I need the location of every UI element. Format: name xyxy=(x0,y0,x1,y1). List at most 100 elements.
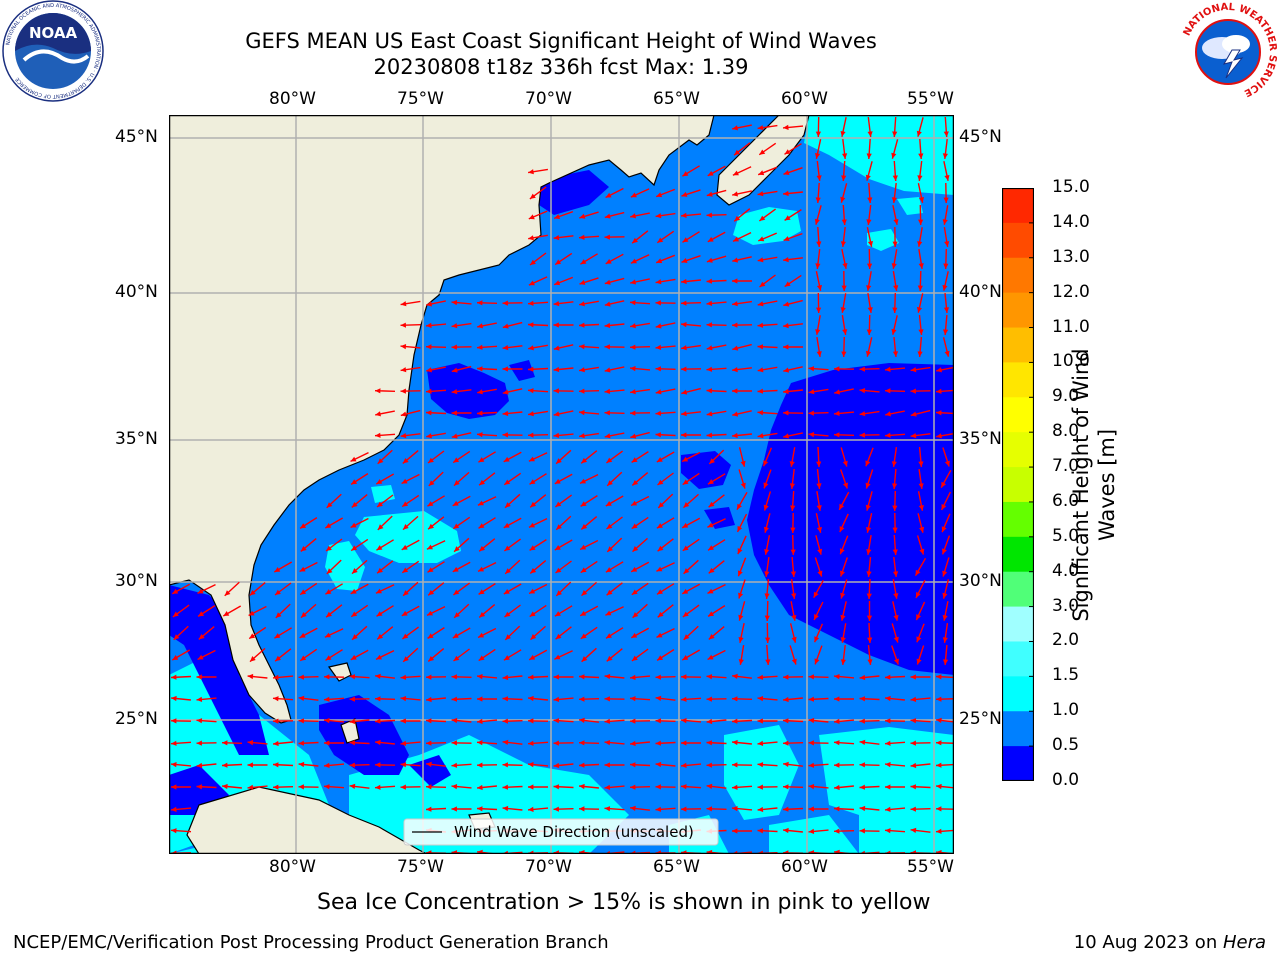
wave-direction-arrowhead xyxy=(808,762,815,768)
wave-direction-arrowhead xyxy=(273,696,279,702)
wave-direction-arrowhead xyxy=(604,410,610,416)
wave-direction-arrowhead xyxy=(375,432,381,438)
wave-direction-arrowhead xyxy=(349,696,355,702)
wave-direction-arrowhead xyxy=(172,611,179,617)
wave-direction-arrowhead xyxy=(502,432,508,438)
wave-direction-arrowhead xyxy=(553,322,559,328)
wave-direction-arrowhead xyxy=(791,593,797,599)
wave-direction-arrowhead xyxy=(757,674,764,680)
wave-direction-arrowhead xyxy=(606,655,613,662)
wave-direction-arrowhead xyxy=(885,674,891,680)
wave-direction-arrowhead xyxy=(867,131,873,137)
wave-direction-arrowhead xyxy=(451,717,458,724)
wave-direction-arrowhead xyxy=(732,806,738,812)
colorbar-tick-label: 1.0 xyxy=(1052,700,1080,721)
colorbar-tick-label: 7.0 xyxy=(1052,456,1080,477)
lat-tick-right-30n: 30°N xyxy=(959,571,1002,591)
wave-direction-arrowhead xyxy=(428,589,435,596)
wave-direction-arrowhead xyxy=(604,301,611,307)
wave-direction-arrowhead xyxy=(324,674,330,680)
wave-direction-arrowhead xyxy=(657,611,664,618)
wave-direction-arrowhead xyxy=(918,329,924,335)
wave-direction-arrowhead xyxy=(918,153,924,159)
wave-direction-arrowhead xyxy=(859,718,865,724)
wave-direction-arrowhead xyxy=(790,527,796,533)
wave-direction-arrowhead xyxy=(554,654,561,660)
wave-direction-arrowhead xyxy=(478,457,485,463)
wave-direction-arrowhead xyxy=(783,301,790,307)
noaa-logo-text: NOAA xyxy=(29,24,78,42)
wave-direction-arrowhead xyxy=(377,524,384,530)
wave-direction-arrowhead xyxy=(840,614,846,621)
wave-direction-arrowhead xyxy=(426,410,432,416)
wave-direction-arrowhead xyxy=(579,696,585,702)
wave-direction-arrowhead xyxy=(815,329,821,335)
wave-direction-arrowhead xyxy=(683,502,690,508)
wave-direction-arrowhead xyxy=(528,718,534,724)
wave-direction-arrowhead xyxy=(223,611,230,616)
wave-direction-arrowhead xyxy=(477,718,483,724)
wave-direction-arrowhead xyxy=(893,614,899,621)
wave-direction-arrowhead xyxy=(553,345,560,351)
map-panel[interactable]: Wind Wave Direction (unscaled) xyxy=(169,115,954,854)
wave-direction-arrowhead xyxy=(681,389,688,395)
wave-direction-arrowhead xyxy=(222,783,228,790)
wave-direction-arrowhead xyxy=(377,633,384,640)
wave-direction-arrowhead xyxy=(655,674,661,680)
wave-direction-arrowhead xyxy=(579,740,585,746)
wave-direction-arrowhead xyxy=(528,300,534,306)
wave-direction-arrowhead xyxy=(579,806,585,812)
wave-direction-arrowhead xyxy=(893,636,899,643)
wave-direction-arrowhead xyxy=(891,152,897,159)
wave-direction-arrowhead xyxy=(224,590,231,596)
wave-direction-arrowhead xyxy=(840,241,846,247)
wave-direction-arrowhead xyxy=(273,740,279,747)
wave-direction-arrowhead xyxy=(942,548,947,555)
wave-direction-arrowhead xyxy=(757,433,764,439)
wave-direction-arrowhead xyxy=(757,696,764,702)
wave-direction-arrowhead xyxy=(790,505,796,511)
wave-direction-arrowhead xyxy=(706,212,712,218)
wave-direction-arrowhead xyxy=(737,570,743,577)
wave-direction-arrowhead xyxy=(196,674,202,680)
wave-direction-arrowhead xyxy=(553,784,559,790)
wave-direction-arrowhead xyxy=(936,410,942,416)
wave-direction-arrowhead xyxy=(604,344,610,350)
wave-direction-arrowhead xyxy=(706,740,712,746)
wave-direction-arrowhead xyxy=(631,655,638,661)
wave-direction-arrowhead xyxy=(426,433,432,439)
wave-direction-arrowhead xyxy=(479,545,486,552)
wave-direction-arrowhead xyxy=(791,636,797,643)
wave-direction-arrowhead xyxy=(528,695,534,702)
wave-direction-arrowhead xyxy=(581,656,588,662)
wave-direction-arrowhead xyxy=(400,411,407,417)
wave-direction-arrowhead xyxy=(681,278,687,285)
wave-direction-arrowhead xyxy=(732,170,739,176)
wave-direction-arrowhead xyxy=(631,589,638,595)
wave-direction-arrowhead xyxy=(757,301,764,307)
wave-direction-arrowhead xyxy=(706,783,713,789)
wave-direction-arrowhead xyxy=(942,219,948,225)
wave-direction-arrowhead xyxy=(504,479,511,485)
colorbar-band xyxy=(1002,397,1034,433)
wave-direction-arrowhead xyxy=(632,612,639,618)
wave-direction-arrowhead xyxy=(918,219,924,225)
wave-direction-arrowhead xyxy=(400,762,407,768)
colorbar-band xyxy=(1002,571,1034,608)
wave-direction-arrowhead xyxy=(606,523,613,529)
wave-direction-arrowhead xyxy=(919,526,925,533)
colorbar-tick-label: 0.0 xyxy=(1052,770,1080,790)
wave-direction-arrowhead xyxy=(478,589,485,595)
wave-direction-arrowhead xyxy=(451,740,457,746)
wave-direction-arrowhead xyxy=(840,307,846,313)
wave-direction-arrowhead xyxy=(783,257,789,263)
wave-direction-arrowhead xyxy=(298,674,304,680)
wave-direction-arrowhead xyxy=(740,460,746,467)
wave-direction-arrowhead xyxy=(477,410,483,416)
wave-direction-arrowhead xyxy=(859,674,866,681)
wave-direction-arrowhead xyxy=(682,456,689,462)
wave-direction-arrowhead xyxy=(248,610,255,616)
wave-direction-arrowhead xyxy=(808,806,814,812)
wave-direction-arrowhead xyxy=(682,171,689,177)
wave-direction-arrowhead xyxy=(454,612,460,618)
